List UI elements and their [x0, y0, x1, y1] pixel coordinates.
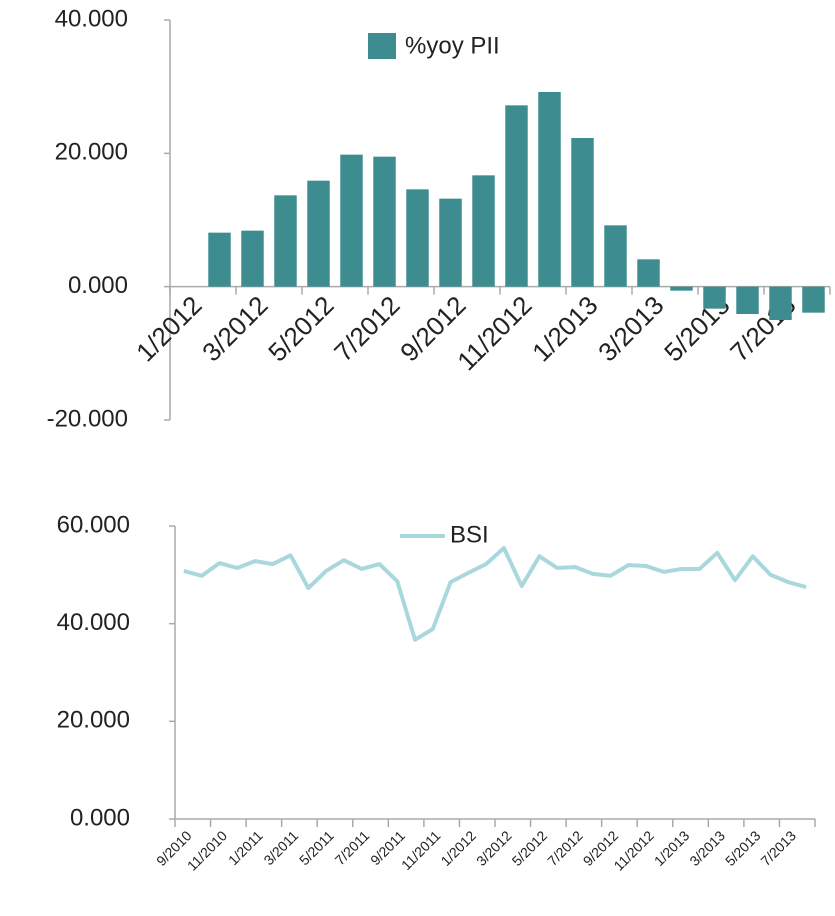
- bar: [604, 225, 627, 287]
- x-tick-label: 3/2011: [260, 827, 301, 868]
- x-tick-label: 7/2012: [328, 290, 405, 367]
- bar: [406, 189, 429, 287]
- x-tick-label: 1/2013: [526, 290, 603, 367]
- legend-label: BSI: [450, 521, 489, 548]
- y-tick-label: 20.000: [55, 139, 128, 166]
- x-tick-label: 5/2011: [296, 827, 337, 868]
- x-tick-label: 3/2012: [196, 290, 273, 367]
- line: [183, 545, 807, 642]
- x-tick-label: 11/2010: [184, 827, 231, 874]
- x-tick-label: 1/2011: [225, 827, 266, 868]
- x-tick-label: 5/2013: [722, 827, 764, 869]
- y-tick-label: 0.000: [70, 804, 130, 831]
- x-tick-label: 3/2013: [592, 290, 669, 367]
- x-tick-label: 11/2012: [451, 290, 537, 376]
- bar: [307, 180, 330, 287]
- x-tick-label: 1/2013: [651, 827, 693, 869]
- legend-swatch: [368, 33, 396, 59]
- y-tick-label: 0.000: [68, 272, 128, 299]
- x-tick-label: 7/2012: [544, 827, 586, 869]
- bar: [439, 198, 462, 287]
- x-tick-label: 11/2011: [398, 827, 444, 873]
- bar: [736, 286, 759, 314]
- bar: [340, 154, 363, 287]
- x-tick-label: 11/2012: [610, 827, 657, 874]
- bar: [769, 286, 792, 320]
- bar: [670, 286, 693, 291]
- x-tick-label: 3/2013: [686, 827, 728, 869]
- bar: [373, 156, 396, 287]
- y-tick-label: 60.000: [57, 511, 130, 538]
- x-tick-label: 3/2012: [473, 827, 515, 869]
- x-tick-label: 5/2012: [262, 290, 339, 367]
- x-tick-label: 5/2012: [509, 827, 551, 869]
- bar: [538, 92, 561, 287]
- bar: [703, 286, 726, 309]
- x-tick-label: 1/2012: [437, 827, 479, 869]
- y-tick-label: -20.000: [47, 405, 128, 432]
- bar: [505, 105, 528, 287]
- legend-label: %yoy PII: [405, 32, 500, 59]
- x-tick-label: 1/2012: [130, 290, 207, 367]
- bar: [208, 232, 231, 287]
- bar: [241, 230, 264, 287]
- bar: [802, 286, 825, 313]
- x-tick-label: 7/2013: [757, 827, 799, 869]
- y-tick-label: 40.000: [57, 609, 130, 636]
- bar: [472, 175, 495, 287]
- x-tick-label: 7/2011: [332, 827, 373, 868]
- bar: [637, 259, 660, 287]
- bar: [274, 195, 297, 287]
- y-tick-label: 20.000: [57, 707, 130, 734]
- bar: [571, 138, 594, 287]
- y-tick-label: 40.000: [55, 5, 128, 32]
